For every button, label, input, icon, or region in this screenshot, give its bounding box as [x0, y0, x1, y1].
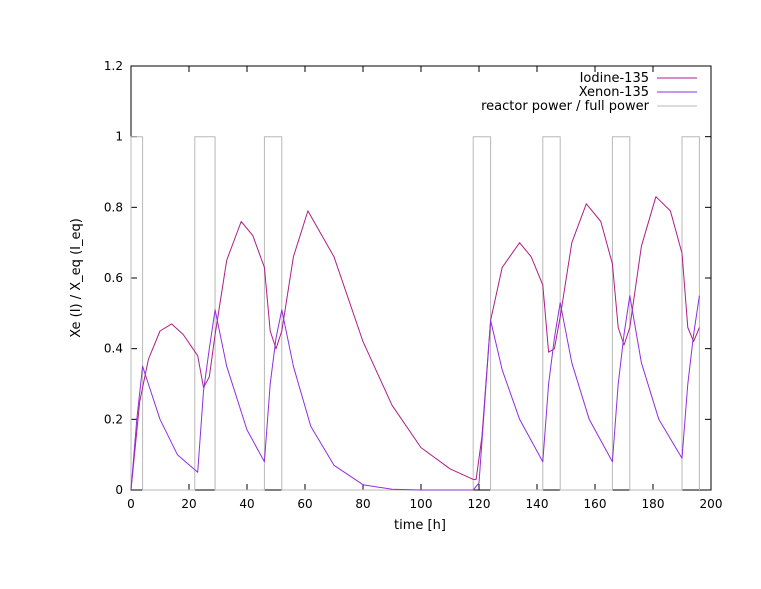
x-tick-label: 160 — [584, 497, 607, 511]
x-axis-label: time [h] — [394, 518, 446, 533]
x-ticks: 0 20 40 60 80 100 120 140 160 180 200 — [127, 66, 722, 511]
y-tick-label: 0.6 — [104, 271, 123, 285]
x-tick-label: 60 — [297, 497, 312, 511]
y-tick-label: 0.8 — [104, 200, 123, 214]
x-tick-label: 120 — [468, 497, 491, 511]
x-tick-label: 0 — [127, 497, 135, 511]
series-line-reactor-power-full-power — [130, 136, 700, 491]
y-ticks: 0 0.2 0.4 0.6 0.8 1 1.2 — [104, 59, 711, 497]
plot-border — [130, 65, 712, 491]
x-tick-label: 200 — [700, 497, 723, 511]
x-tick-label: 80 — [355, 497, 370, 511]
legend-label-iodine-135: Iodine-135 — [580, 71, 649, 86]
legend-label-reactor-power-full-power: reactor power / full power — [481, 99, 650, 114]
y-tick-label: 1.2 — [104, 59, 123, 73]
series-layer — [130, 136, 700, 491]
y-tick-label: 0.2 — [104, 412, 123, 426]
x-tick-label: 180 — [642, 497, 665, 511]
x-tick-label: 20 — [181, 497, 196, 511]
x-tick-label: 140 — [526, 497, 549, 511]
series-line-xenon-135 — [130, 295, 700, 491]
y-tick-label: 0 — [115, 483, 123, 497]
y-tick-label: 0.4 — [104, 342, 123, 356]
axes-frame — [130, 65, 712, 491]
x-tick-label: 40 — [239, 497, 254, 511]
x-tick-label: 100 — [410, 497, 433, 511]
y-axis-label: Xe (I) / X_eq (I_eq) — [69, 218, 84, 338]
legend-label-xenon-135: Xenon-135 — [579, 85, 649, 100]
y-tick-label: 1 — [115, 130, 123, 144]
series-line-iodine-135 — [130, 196, 700, 491]
